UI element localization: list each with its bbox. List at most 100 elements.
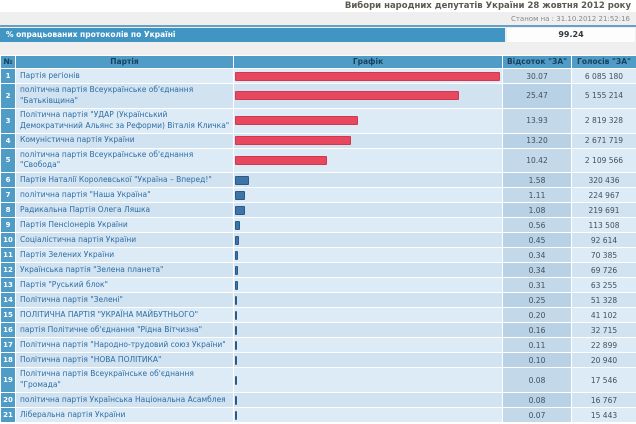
bar-chart-cell <box>233 202 503 219</box>
table-row: 19 Політична партія Всеукраїнське об'єдна… <box>0 367 636 393</box>
row-number: 14 <box>0 292 16 309</box>
row-number: 15 <box>0 307 16 324</box>
row-number: 11 <box>0 247 16 264</box>
table-row: 16 партія Політичне об'єднання "Рідна Віт… <box>0 322 636 339</box>
percent-value: 0.25 <box>502 292 572 309</box>
column-header-party: Партія <box>15 55 234 69</box>
row-number: 6 <box>0 172 16 189</box>
party-name: Політична партія "Народно-трудовий союз … <box>15 337 234 354</box>
bar-chart-cell <box>233 187 503 204</box>
percent-value: 0.08 <box>502 367 572 393</box>
spacer-band <box>0 43 636 55</box>
protocols-progress-value: 99.24 <box>507 28 635 42</box>
percent-bar <box>235 410 237 420</box>
column-header-graph: Графік <box>233 55 503 69</box>
page-title: Вибори народних депутатів України 28 жов… <box>344 1 631 11</box>
top-title-bar: Вибори народних депутатів України 28 жов… <box>0 0 636 12</box>
party-name: партія Політичне об'єднання "Рідна Вітчи… <box>15 322 234 339</box>
votes-value: 63 255 <box>571 277 636 294</box>
percent-bar <box>235 310 237 320</box>
party-name: Політична партія Всеукраїнське об'єднанн… <box>15 367 234 393</box>
percent-bar <box>235 205 245 215</box>
row-number: 18 <box>0 352 16 369</box>
row-number: 2 <box>0 83 16 109</box>
percent-value: 0.34 <box>502 247 572 264</box>
table-row: 12 Українська партія "Зелена планета" 0.34… <box>0 262 636 279</box>
votes-value: 92 614 <box>571 232 636 249</box>
percent-bar <box>235 220 240 230</box>
percent-bar <box>235 71 500 81</box>
bar-chart-cell <box>233 232 503 249</box>
bar-chart-cell <box>233 262 503 279</box>
bar-chart-cell <box>233 147 503 174</box>
row-number: 7 <box>0 187 16 204</box>
votes-value: 113 508 <box>571 217 636 234</box>
table-row: 14 Політична партія "Зелені" 0.25 51 328 <box>0 292 636 309</box>
percent-bar <box>235 375 237 385</box>
row-number: 9 <box>0 217 16 234</box>
percent-bar <box>235 355 237 365</box>
status-band: Станом на : 31.10.2012 21:52:16 <box>0 12 636 25</box>
party-name: політична партія Українська Національна … <box>15 392 234 408</box>
party-name: Політична партія "Зелені" <box>15 292 234 309</box>
votes-value: 51 328 <box>571 292 636 309</box>
party-name: Ліберальна партія України <box>15 407 234 423</box>
party-name: Комуністична партія України <box>15 132 234 149</box>
percent-bar <box>235 295 238 305</box>
party-name: Політична партія "НОВА ПОЛІТИКА" <box>15 352 234 369</box>
bar-chart-cell <box>233 247 503 264</box>
votes-value: 6 085 180 <box>571 68 636 84</box>
bar-chart-cell <box>233 307 503 324</box>
party-name: ПОЛІТИЧНА ПАРТІЯ "УКРАЇНА МАЙБУТНЬОГО" <box>15 307 234 324</box>
table-row: 2 політична партія Всеукраїнське об'єднан… <box>0 83 636 109</box>
table-header-row: № Партія Графік Відсоток "ЗА" Голосів "ЗА" <box>0 55 636 69</box>
status-timestamp: Станом на : 31.10.2012 21:52:16 <box>510 15 630 23</box>
row-number: 17 <box>0 337 16 354</box>
percent-value: 10.42 <box>502 147 572 174</box>
row-number: 8 <box>0 202 16 219</box>
votes-value: 16 767 <box>571 392 636 408</box>
votes-value: 2 109 566 <box>571 147 636 174</box>
votes-value: 20 940 <box>571 352 636 369</box>
percent-bar <box>235 340 237 350</box>
votes-value: 320 436 <box>571 172 636 189</box>
party-name: політична партія Всеукраїнське об'єднанн… <box>15 147 234 174</box>
votes-value: 17 546 <box>571 367 636 393</box>
percent-bar <box>235 136 352 145</box>
table-row: 10 Соціалістична партія України 0.45 92 614 <box>0 232 636 249</box>
table-row: 4 Комуністична партія України 13.20 2 671 7… <box>0 132 636 149</box>
votes-value: 41 102 <box>571 307 636 324</box>
votes-value: 2 819 328 <box>571 107 636 134</box>
percent-bar <box>235 395 237 405</box>
percent-value: 30.07 <box>502 68 572 84</box>
votes-value: 5 155 214 <box>571 83 636 109</box>
percent-value: 0.20 <box>502 307 572 324</box>
percent-value: 25.47 <box>502 83 572 109</box>
table-row: 1 Партія регіонів 30.07 6 085 180 <box>0 68 636 84</box>
row-number: 16 <box>0 322 16 339</box>
row-number: 3 <box>0 107 16 134</box>
percent-value: 1.08 <box>502 202 572 219</box>
percent-bar <box>235 235 239 245</box>
row-number: 1 <box>0 68 16 84</box>
bar-chart-cell <box>233 107 503 134</box>
table-row: 9 Партія Пенсіонерів України 0.56 113 508 <box>0 217 636 234</box>
party-name: Партія Наталії Королевської "Україна – В… <box>15 172 234 189</box>
percent-bar <box>235 325 237 335</box>
row-number: 5 <box>0 147 16 174</box>
column-header-pct: Відсоток "ЗА" <box>502 55 572 69</box>
row-number: 10 <box>0 232 16 249</box>
percent-value: 13.93 <box>502 107 572 134</box>
votes-value: 32 715 <box>571 322 636 339</box>
table-row: 6 Партія Наталії Королевської "Україна – … <box>0 172 636 189</box>
percent-value: 0.31 <box>502 277 572 294</box>
percent-bar <box>235 280 238 290</box>
bar-chart-cell <box>233 292 503 309</box>
table-row: 7 політична партія "Наша Україна" 1.11 224 … <box>0 187 636 204</box>
column-header-votes: Голосів "ЗА" <box>571 55 636 69</box>
votes-value: 224 967 <box>571 187 636 204</box>
bar-chart-cell <box>233 277 503 294</box>
percent-value: 0.10 <box>502 352 572 369</box>
party-name: Партія регіонів <box>15 68 234 84</box>
